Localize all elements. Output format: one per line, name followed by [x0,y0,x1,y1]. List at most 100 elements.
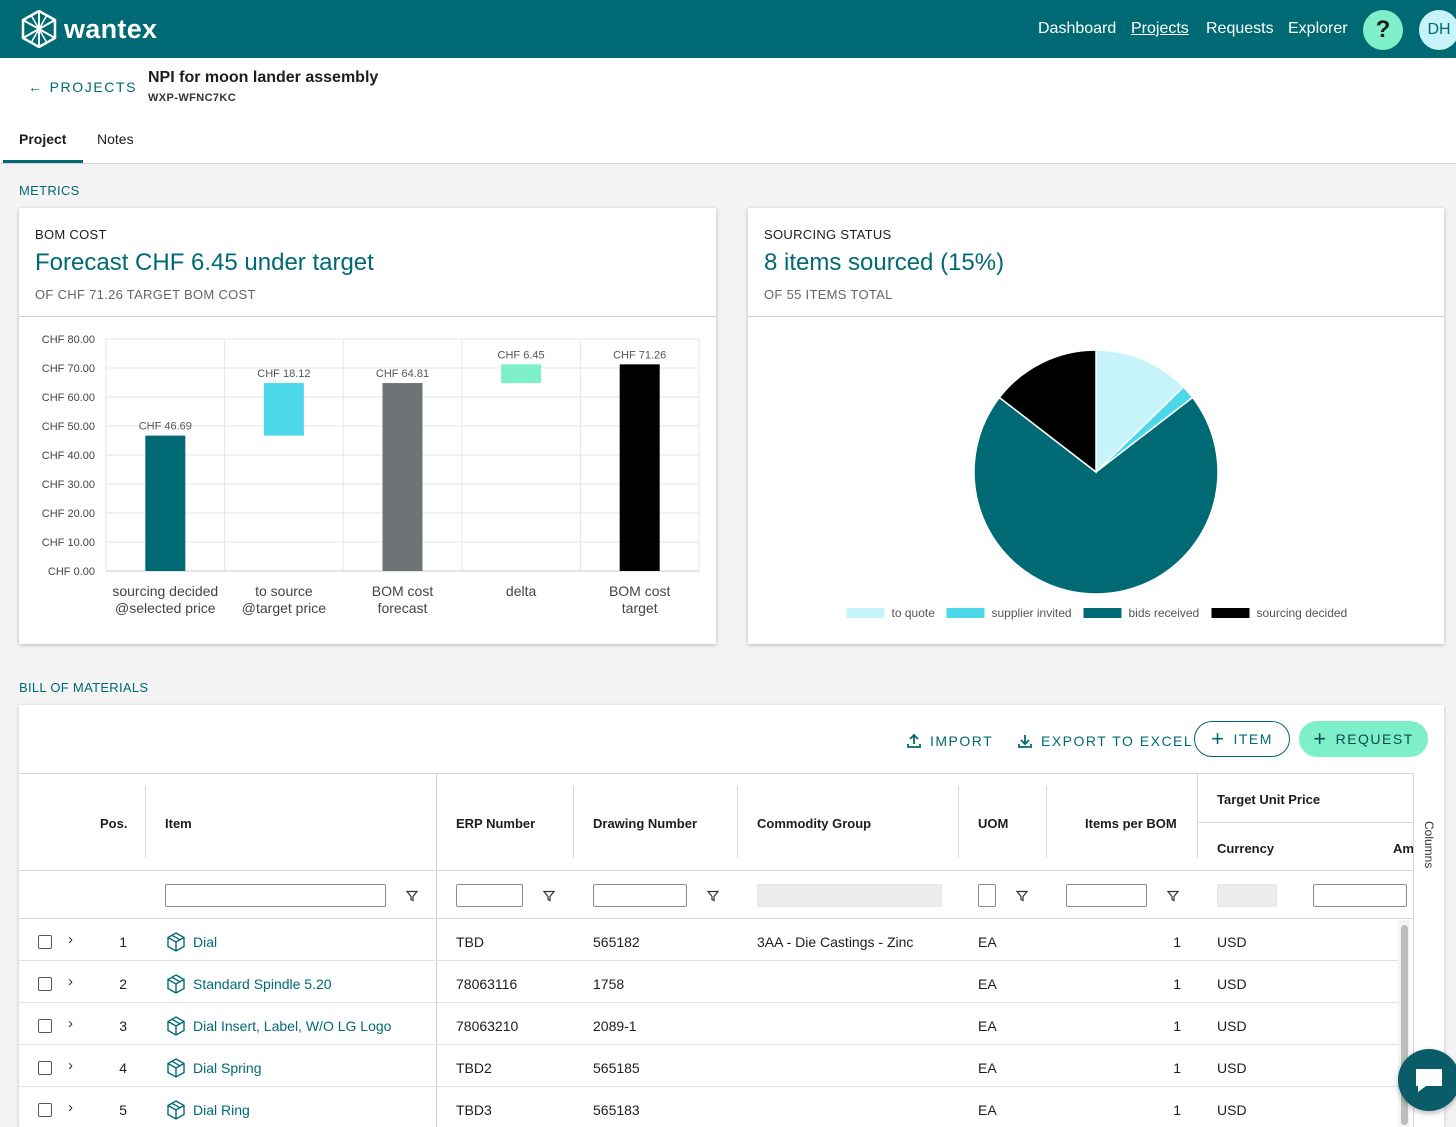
nav-requests[interactable]: Requests [1206,20,1274,37]
filter-icon[interactable] [1167,890,1179,902]
column-group-target-unit-price[interactable]: Target Unit Price [1217,792,1321,807]
project-title: NPI for moon lander assembly [148,69,379,86]
pie-slice[interactable] [998,349,1097,474]
active-tab-indicator [3,160,83,163]
legend-label[interactable]: to quote [892,606,936,620]
pos-cell: 3 [119,1018,127,1034]
chevron-right-icon[interactable]: › [68,1057,73,1074]
tab-project[interactable]: Project [19,131,67,147]
item-filter-input[interactable] [165,884,386,907]
add-request-label: REQUEST [1335,731,1414,747]
erp-number-filter-input[interactable] [456,884,523,907]
import-button[interactable]: IMPORT [906,731,993,751]
chevron-right-icon[interactable]: › [68,973,73,990]
column-separator [573,786,574,858]
item-link[interactable]: Dial Insert, Label, W/O LG Logo [165,1015,391,1037]
user-avatar[interactable]: DH [1419,10,1456,50]
row-checkbox[interactable] [38,1019,52,1033]
amount-filter-input[interactable] [1313,884,1407,907]
sourcing-status-pie-chart: to quote supplier invited bids received sou… [846,349,1348,620]
chat-bubble-icon [1416,1069,1442,1092]
add-request-button[interactable]: + REQUEST [1299,721,1428,757]
filter-icon[interactable] [1016,890,1028,902]
item-link[interactable]: Standard Spindle 5.20 [165,973,332,995]
bar-value-label: CHF 71.26 [613,349,666,361]
pinned-columns-divider[interactable] [436,774,437,1127]
items-per-bom-filter-input[interactable] [1066,884,1147,907]
column-separator [737,786,738,858]
drawing-number-filter-input[interactable] [593,884,687,907]
pie-slice[interactable] [973,396,1219,595]
package-icon [167,974,185,994]
bar[interactable] [382,383,423,571]
column-header-amount[interactable]: Am [1393,841,1413,856]
column-header-uom[interactable]: UOM [978,816,1009,831]
column-separator [958,786,959,858]
package-icon [167,932,185,952]
x-category-label: BOM cost forecast [372,583,434,616]
filter-icon[interactable] [707,890,719,902]
item-link[interactable]: Dial [165,931,217,953]
row-checkbox[interactable] [38,935,52,949]
bom-cost-card-header: BOM COST Forecast CHF 6.45 under target … [19,208,716,317]
column-header-currency[interactable]: Currency [1217,841,1275,856]
help-button[interactable]: ? [1363,10,1403,50]
export-to-excel-button[interactable]: EXPORT TO EXCEL [1017,731,1193,751]
package-icon [167,1016,185,1036]
uom-cell: EA [978,976,997,992]
column-header-erp-number[interactable]: ERP Number [456,816,536,831]
tab-notes[interactable]: Notes [97,131,134,147]
nav-projects[interactable]: Projects [1131,20,1189,37]
top-navigation-bar: wantex Dashboard Projects Requests Explo… [0,0,1456,58]
bar-value-label: CHF 18.12 [257,368,310,380]
add-item-button[interactable]: + ITEM [1194,721,1290,757]
chevron-right-icon[interactable]: › [68,1099,73,1116]
y-tick-label: CHF 0.00 [48,566,95,578]
pie-slice[interactable] [1095,349,1185,474]
legend-label[interactable]: bids received [1129,606,1200,620]
row-checkbox[interactable] [38,1103,52,1117]
bar[interactable] [501,364,542,384]
item-name: Dial [193,934,218,950]
back-to-projects-link[interactable]: ← PROJECTS [28,79,137,95]
item-link[interactable]: Dial Spring [165,1057,261,1079]
wantex-logo[interactable]: wantex [20,10,157,48]
project-id: WXP-WFNC7KC [148,92,237,104]
project-header: ← PROJECTS NPI for moon lander assembly … [0,58,1456,164]
column-header-pos[interactable]: Pos. [100,816,128,831]
plus-icon: + [1313,726,1328,751]
filter-icon[interactable] [543,890,555,902]
legend-swatch [946,608,985,618]
sourcing-kicker: SOURCING STATUS [764,227,892,242]
legend-label[interactable]: sourcing decided [1257,606,1348,620]
grid-scrollbar-thumb[interactable] [1401,925,1408,1125]
nav-explorer[interactable]: Explorer [1288,20,1348,37]
pos-cell: 2 [119,976,127,992]
uom-filter-input[interactable] [978,884,996,907]
currency-cell: USD [1217,1060,1247,1076]
row-divider [19,1044,1399,1045]
filter-icon[interactable] [406,890,418,902]
item-link[interactable]: Dial Ring [165,1099,250,1121]
column-header-item[interactable]: Item [165,816,192,831]
column-header-drawing-number[interactable]: Drawing Number [593,816,698,831]
row-checkbox[interactable] [38,977,52,991]
chat-support-button[interactable] [1398,1049,1456,1111]
chevron-right-icon[interactable]: › [68,1015,73,1032]
currency-cell: USD [1217,934,1247,950]
legend-swatch [1083,608,1122,618]
column-header-commodity-group[interactable]: Commodity Group [757,816,872,831]
chevron-right-icon[interactable]: › [68,931,73,948]
y-tick-label: CHF 80.00 [42,334,95,346]
column-separator [1046,786,1047,858]
group-header-divider [1197,822,1413,823]
bar[interactable] [619,364,660,571]
column-header-items-per-bom[interactable]: Items per BOM [1085,816,1177,831]
row-checkbox[interactable] [38,1061,52,1075]
pos-cell: 1 [119,934,127,950]
nav-dashboard[interactable]: Dashboard [1038,20,1117,37]
bar[interactable] [263,383,304,436]
logo-icon [21,10,57,48]
bar[interactable] [145,435,186,571]
legend-label[interactable]: supplier invited [992,606,1072,620]
